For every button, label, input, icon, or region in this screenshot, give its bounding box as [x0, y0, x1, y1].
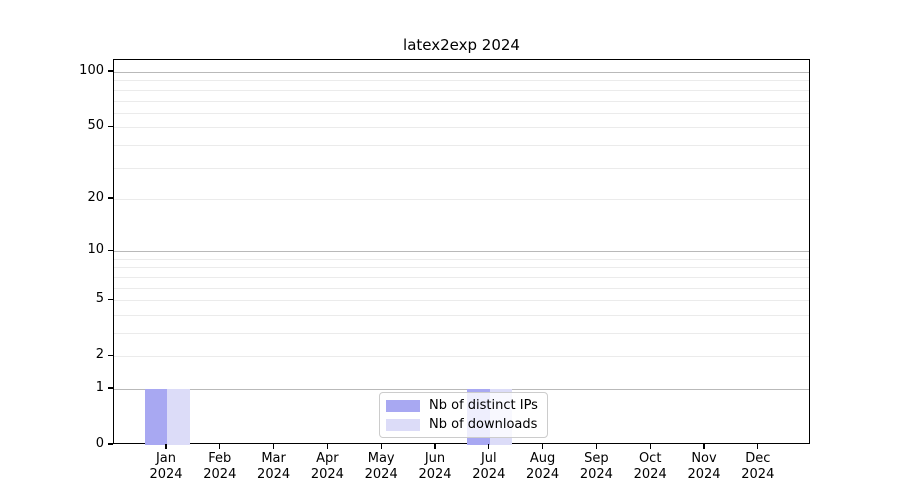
x-tick-label: Feb 2024	[185, 451, 255, 483]
x-tick-mark	[434, 444, 436, 449]
x-tick-month: Sep	[584, 451, 609, 466]
x-tick-month: Jun	[424, 451, 446, 466]
x-tick-label: Jun 2024	[400, 451, 470, 483]
y-tick-mark	[108, 387, 113, 389]
minor-gridline	[114, 127, 809, 129]
y-tick-label: 2	[95, 347, 104, 363]
x-tick-month: Jul	[480, 451, 497, 466]
y-tick-mark	[108, 249, 113, 251]
minor-gridline	[114, 287, 809, 289]
x-tick-year: 2024	[364, 467, 398, 482]
x-tick-label: Sep 2024	[561, 451, 631, 483]
x-tick-month: Jan	[155, 451, 177, 466]
x-tick-mark	[757, 444, 759, 449]
chart-title: latex2exp 2024	[403, 36, 520, 54]
minor-gridline	[114, 167, 809, 169]
x-tick-label: Nov 2024	[669, 451, 739, 483]
y-tick-mark	[108, 197, 113, 199]
x-tick-month: Dec	[745, 451, 771, 466]
x-tick-label: Jan 2024	[131, 451, 201, 483]
x-tick-mark	[488, 444, 490, 449]
y-tick-label: 10	[87, 242, 104, 258]
y-tick-mark	[108, 70, 113, 72]
x-tick-label: Oct 2024	[615, 451, 685, 483]
minor-gridline	[114, 333, 809, 334]
bar-downloads	[167, 389, 190, 445]
y-tick-label: 20	[87, 189, 104, 205]
y-tick-mark	[108, 298, 113, 300]
y-tick-label: 1	[95, 380, 104, 395]
bar-distinct-ips	[144, 389, 167, 445]
x-tick-month: Aug	[529, 451, 556, 466]
major-gridline	[114, 251, 809, 253]
minor-gridline	[114, 267, 809, 269]
x-tick-month: May	[367, 451, 395, 466]
legend-entry: Nb of downloads	[386, 417, 538, 432]
minor-gridline	[114, 80, 809, 82]
y-tick-mark	[108, 125, 113, 127]
major-gridline	[114, 389, 809, 390]
minor-gridline	[114, 198, 809, 200]
x-tick-label: Mar 2024	[239, 451, 309, 483]
x-tick-month: Nov	[691, 451, 717, 466]
x-tick-month: Oct	[638, 451, 662, 466]
x-tick-month: Mar	[261, 451, 286, 466]
minor-gridline	[114, 144, 809, 146]
x-tick-mark	[380, 444, 382, 449]
x-tick-mark	[649, 444, 651, 449]
x-tick-month: Apr	[316, 451, 339, 466]
minor-gridline	[114, 100, 809, 102]
x-tick-year: 2024	[472, 467, 506, 482]
x-tick-mark	[542, 444, 544, 449]
minor-gridline	[114, 276, 809, 278]
x-tick-year: 2024	[149, 467, 183, 482]
plot-area	[113, 59, 810, 445]
y-tick-label: 100	[79, 63, 104, 78]
x-tick-year: 2024	[526, 467, 560, 482]
y-tick-label: 5	[95, 291, 104, 307]
minor-gridline	[114, 89, 809, 91]
x-tick-label: May 2024	[346, 451, 416, 483]
x-tick-year: 2024	[579, 467, 613, 482]
y-tick-mark	[108, 443, 113, 445]
x-tick-label: Dec 2024	[723, 451, 793, 483]
x-tick-mark	[273, 444, 275, 449]
y-tick-mark	[108, 354, 113, 356]
x-tick-mark	[595, 444, 598, 449]
x-tick-mark	[165, 444, 167, 449]
x-tick-mark	[326, 444, 329, 449]
major-gridline	[114, 72, 809, 73]
x-tick-year: 2024	[687, 467, 721, 482]
legend-entry-label: Nb of distinct IPs	[429, 398, 538, 413]
x-tick-mark	[219, 444, 221, 449]
legend-entry: Nb of distinct IPs	[386, 398, 538, 413]
x-tick-year: 2024	[203, 467, 237, 482]
x-tick-year: 2024	[633, 467, 667, 482]
x-tick-year: 2024	[257, 467, 291, 482]
x-tick-year: 2024	[310, 467, 344, 482]
legend: Nb of distinct IPs Nb of downloads	[379, 392, 548, 438]
x-tick-label: Apr 2024	[292, 451, 362, 483]
legend-entry-label: Nb of downloads	[429, 417, 538, 432]
y-tick-label: 50	[87, 118, 104, 134]
minor-gridline	[114, 300, 809, 302]
minor-gridline	[114, 314, 809, 316]
x-tick-year: 2024	[741, 467, 775, 482]
minor-gridline	[114, 258, 809, 260]
x-tick-month: Feb	[208, 451, 232, 466]
minor-gridline	[114, 112, 809, 114]
minor-gridline	[114, 356, 809, 358]
y-tick-label: 0	[95, 436, 104, 451]
legend-swatch	[386, 418, 420, 431]
x-tick-year: 2024	[418, 467, 452, 482]
x-tick-label: Jul 2024	[454, 451, 524, 483]
x-tick-mark	[703, 444, 705, 449]
legend-swatch	[386, 399, 420, 412]
x-tick-label: Aug 2024	[508, 451, 578, 483]
